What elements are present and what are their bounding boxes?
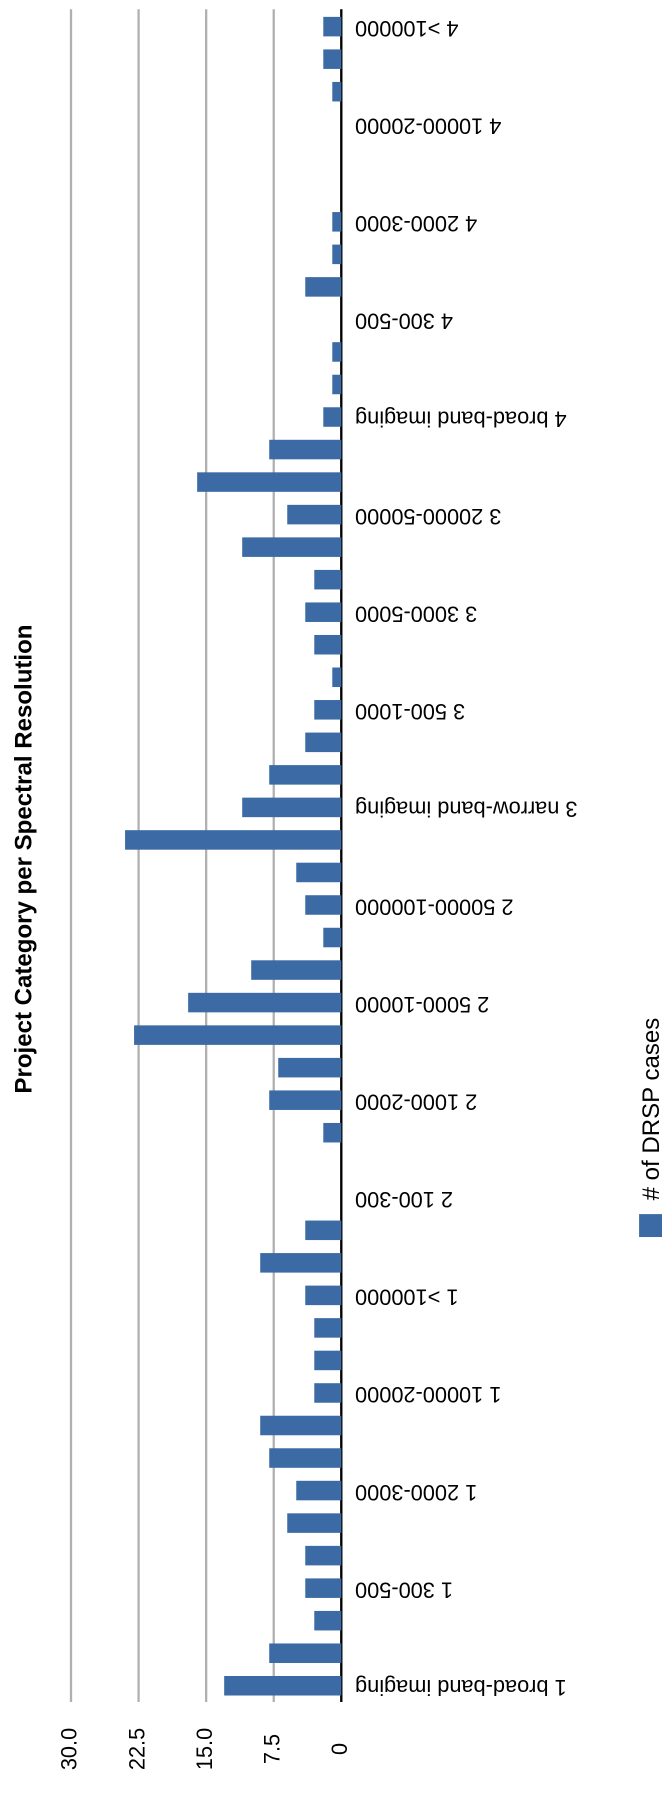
- bar: [269, 1090, 342, 1110]
- bar: [314, 1318, 342, 1338]
- x-tick-label: 2 1000-2000: [355, 1089, 477, 1114]
- x-tick-label: 4 broad-band imaging: [355, 406, 567, 431]
- bar: [305, 602, 342, 622]
- bar: [287, 1513, 342, 1533]
- bar: [197, 472, 342, 492]
- bar: [242, 797, 342, 818]
- bar: [314, 700, 342, 720]
- bar: [332, 374, 342, 395]
- bar: [323, 1122, 342, 1143]
- bar: [305, 732, 342, 753]
- y-tick-label: 15.0: [192, 1728, 217, 1770]
- bar: [332, 342, 342, 362]
- bar: [305, 277, 342, 297]
- bar: [332, 667, 342, 688]
- bar: [323, 16, 342, 37]
- x-tick-label: 1 broad-band imaging: [355, 1675, 567, 1700]
- bar: [323, 49, 342, 69]
- x-tick-label: 4 300-500: [355, 309, 453, 334]
- bar: [323, 927, 342, 948]
- chart-title: Project Category per Spectral Resolution: [11, 625, 38, 1094]
- bar: [260, 1253, 342, 1273]
- x-tick-label: 3 500-1000: [355, 699, 465, 724]
- bar: [314, 1350, 342, 1371]
- y-tick-label: 22.5: [124, 1728, 149, 1770]
- x-tick-label: 3 3000-5000: [355, 601, 477, 626]
- bar: [332, 81, 342, 102]
- legend-label: # of DRSP cases: [638, 1018, 662, 1201]
- bar: [269, 439, 342, 460]
- bar: [314, 569, 342, 590]
- bar: [332, 212, 342, 232]
- y-tick-label: 7.5: [259, 1734, 284, 1764]
- x-tick-label: 2 50000-100000: [355, 894, 513, 919]
- bar: [224, 1675, 342, 1696]
- y-tick-label: 0: [327, 1743, 352, 1755]
- bar: [314, 1383, 342, 1403]
- bar: [323, 407, 342, 427]
- x-tick-label: 1 >100000: [355, 1285, 458, 1310]
- x-tick-label: 2 5000-10000: [355, 992, 489, 1017]
- bar: [269, 1448, 342, 1468]
- bar: [269, 1643, 342, 1663]
- x-tick-label: 1 10000-20000: [355, 1382, 501, 1407]
- bar: [287, 504, 342, 525]
- x-tick-label: 1 300-500: [355, 1577, 453, 1602]
- y-tick-label: 30.0: [57, 1728, 82, 1770]
- bar: [296, 862, 342, 883]
- bar: [305, 1220, 342, 1241]
- x-tick-label: 3 20000-50000: [355, 504, 501, 529]
- bar: [260, 1415, 342, 1436]
- bar: [305, 1285, 342, 1306]
- bar: [332, 244, 342, 265]
- bar: [314, 634, 342, 655]
- x-tick-label: 1 2000-3000: [355, 1480, 477, 1505]
- x-tick-label: 3 narrow-band imaging: [355, 797, 577, 822]
- bar: [314, 1610, 342, 1631]
- x-tick-label: 2 100-300: [355, 1187, 453, 1212]
- legend-swatch: [639, 1214, 662, 1238]
- bar: [242, 537, 342, 557]
- bar: [125, 830, 342, 850]
- bar: [134, 1025, 342, 1045]
- bar: [296, 1480, 342, 1501]
- bar: [251, 960, 342, 980]
- bar: [305, 1545, 342, 1566]
- x-tick-label: 4 2000-3000: [355, 211, 477, 236]
- bar: [188, 992, 342, 1013]
- bar: [269, 765, 342, 785]
- bar: [305, 895, 342, 915]
- x-tick-label: 4 >100000: [355, 16, 458, 41]
- bar: [278, 1057, 342, 1078]
- x-tick-label: 4 10000-20000: [355, 113, 501, 138]
- bar: [305, 1578, 342, 1598]
